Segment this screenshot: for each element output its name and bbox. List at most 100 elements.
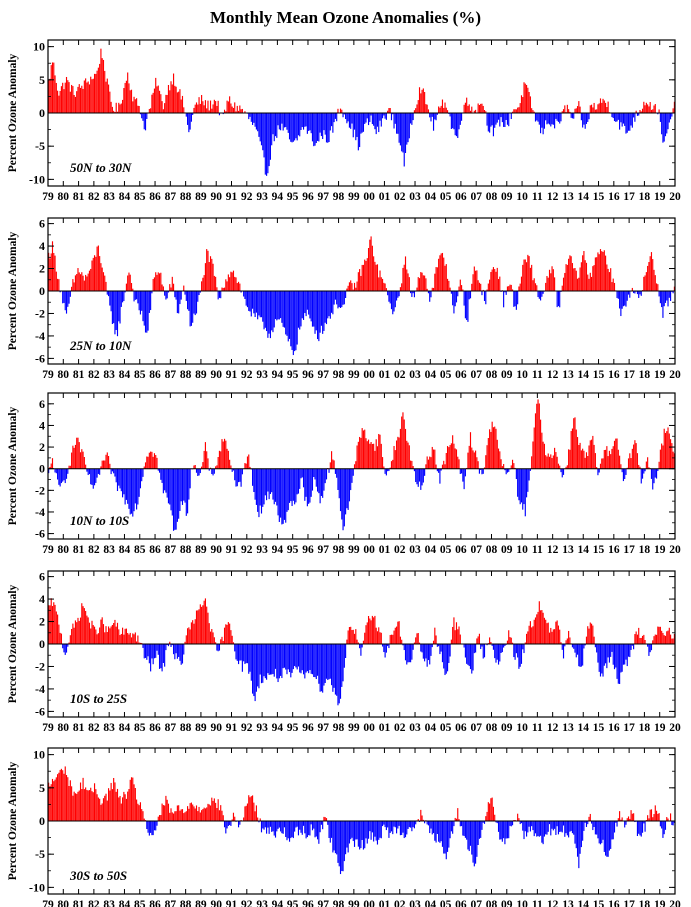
bar <box>230 271 232 291</box>
bar <box>254 291 256 318</box>
bar <box>333 460 335 469</box>
bar <box>60 633 62 644</box>
bar <box>446 821 449 852</box>
bar <box>589 813 591 821</box>
bar <box>389 291 391 304</box>
bar <box>594 453 596 469</box>
bar <box>130 637 133 644</box>
x-tick-label: 18 <box>639 722 651 734</box>
bar <box>278 291 280 320</box>
bar <box>222 287 224 291</box>
bar <box>527 87 529 113</box>
bar <box>380 821 382 839</box>
x-tick-label: 89 <box>195 544 207 556</box>
bar <box>410 821 412 828</box>
bar <box>478 282 480 291</box>
bar <box>401 821 403 836</box>
bar <box>122 99 124 113</box>
bar <box>347 821 349 853</box>
bar-series <box>48 48 675 176</box>
bar <box>522 468 524 510</box>
bar <box>345 644 347 658</box>
bar <box>630 113 632 126</box>
bar <box>658 109 660 113</box>
bar <box>315 821 317 837</box>
bar <box>329 821 331 843</box>
bar <box>153 277 156 291</box>
bar <box>518 107 520 113</box>
bar <box>531 108 533 113</box>
bar <box>234 102 236 113</box>
x-tick-label: 14 <box>577 544 589 556</box>
x-tick-label: 93 <box>256 369 268 381</box>
bar <box>546 821 548 835</box>
bar <box>81 85 83 113</box>
bar <box>664 113 667 137</box>
bar <box>520 95 523 113</box>
bar <box>181 644 184 664</box>
bar <box>175 86 177 113</box>
bar <box>393 291 395 312</box>
bar <box>495 271 497 291</box>
bar <box>133 634 135 644</box>
bar <box>211 258 213 291</box>
bar <box>281 468 283 525</box>
bar <box>274 644 277 669</box>
bar <box>606 264 608 291</box>
x-tick-label: 83 <box>103 369 115 381</box>
bar <box>110 468 112 475</box>
bar <box>565 821 567 834</box>
bar <box>65 76 68 113</box>
x-tick-label: 18 <box>639 191 651 203</box>
x-tick-label: 94 <box>272 899 284 907</box>
bar <box>138 291 140 311</box>
bar <box>230 630 232 644</box>
bar <box>287 291 289 342</box>
bar <box>497 821 500 832</box>
bar <box>83 457 85 469</box>
bar <box>277 291 279 320</box>
bar <box>584 113 586 129</box>
bar <box>167 468 170 504</box>
bar <box>171 468 173 516</box>
x-tick-label: 84 <box>119 369 131 381</box>
bar <box>161 468 163 483</box>
bar <box>636 113 639 116</box>
bar <box>434 821 436 841</box>
x-tick-label: 84 <box>119 899 131 907</box>
bar <box>402 644 404 646</box>
bar <box>383 282 385 291</box>
bar <box>417 277 419 291</box>
bar <box>322 644 324 693</box>
x-tick-label: 90 <box>210 191 222 203</box>
bar <box>195 468 198 473</box>
bar <box>430 644 432 656</box>
x-tick-label: 13 <box>562 544 574 556</box>
bar <box>146 821 148 830</box>
bar <box>406 644 408 665</box>
bar <box>592 625 594 644</box>
bar <box>123 88 125 113</box>
bar <box>150 108 152 113</box>
x-tick-label: 79 <box>42 899 54 907</box>
bar <box>111 468 113 472</box>
bar <box>115 102 117 113</box>
bar <box>54 255 56 291</box>
bar <box>599 644 602 677</box>
bar <box>613 821 616 833</box>
bar <box>311 113 314 142</box>
bar <box>302 644 305 675</box>
bar <box>174 811 176 821</box>
bar <box>352 629 354 644</box>
bar <box>454 291 456 307</box>
bar <box>534 283 537 291</box>
bar <box>109 790 111 821</box>
bar <box>481 644 483 647</box>
x-tick-label: 06 <box>455 191 467 203</box>
bar <box>68 82 70 113</box>
bar <box>506 821 509 839</box>
bar <box>302 113 305 130</box>
x-tick-label: 14 <box>577 899 589 907</box>
bar <box>156 644 158 651</box>
x-tick-label: 80 <box>58 191 70 203</box>
